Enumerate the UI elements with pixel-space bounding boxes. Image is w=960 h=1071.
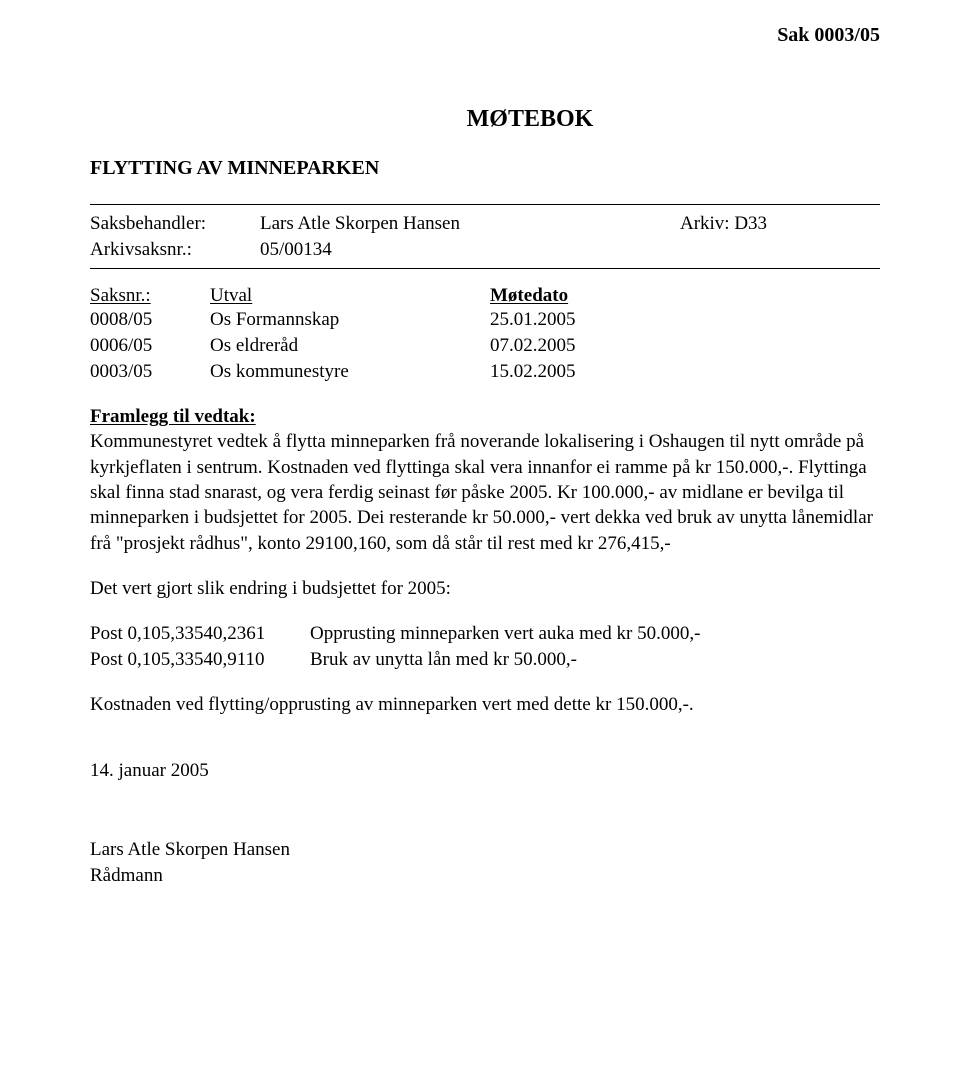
col-header-date: Møtedato — [490, 285, 650, 307]
post-text: Opprusting minneparken vert auka med kr … — [310, 621, 700, 647]
paragraph-3: Det vert gjort slik endring i budsjettet… — [90, 576, 880, 601]
main-heading: FLYTTING AV MINNEPARKEN — [90, 157, 880, 180]
divider-top — [90, 204, 880, 205]
cell-date: 15.02.2005 — [490, 359, 650, 385]
signature-name: Lars Atle Skorpen Hansen — [90, 837, 880, 863]
post-label: Post 0,105,33540,2361 — [90, 621, 310, 647]
document-page: Sak 0003/05 MØTEBOK FLYTTING AV MINNEPAR… — [0, 0, 960, 1071]
paragraph-4: Kostnaden ved flytting/opprusting av min… — [90, 692, 880, 717]
post-row: Post 0,105,33540,2361 Opprusting minnepa… — [90, 621, 880, 647]
post-label: Post 0,105,33540,9110 — [90, 647, 310, 673]
arkiv-label: Arkiv: D33 — [680, 211, 767, 237]
post-text: Bruk av unytta lån med kr 50.000,- — [310, 647, 577, 673]
meta-row-saksbehandler: Saksbehandler: Lars Atle Skorpen Hansen … — [90, 211, 880, 237]
utval-table-header: Saksnr.: Utval Møtedato — [90, 285, 880, 307]
cell-utval: Os Formannskap — [210, 307, 490, 333]
col-header-saksnr: Saksnr.: — [90, 285, 210, 307]
cell-date: 07.02.2005 — [490, 333, 650, 359]
post-row: Post 0,105,33540,9110 Bruk av unytta lån… — [90, 647, 880, 673]
cell-utval: Os eldreråd — [210, 333, 490, 359]
signature-title: Rådmann — [90, 863, 880, 889]
signature-block: Lars Atle Skorpen Hansen Rådmann — [90, 837, 880, 888]
col-header-utval: Utval — [210, 285, 490, 307]
cell-date: 25.01.2005 — [490, 307, 650, 333]
case-number-top: Sak 0003/05 — [777, 24, 880, 47]
table-row: 0003/05 Os kommunestyre 15.02.2005 — [90, 359, 880, 385]
saksbehandler-label: Saksbehandler: — [90, 211, 260, 237]
arkivsaksnr-label: Arkivsaksnr.: — [90, 237, 260, 263]
arkivsaksnr-value: 05/00134 — [260, 237, 332, 263]
document-title: MØTEBOK — [180, 106, 880, 133]
cell-utval: Os kommunestyre — [210, 359, 490, 385]
cell-saksnr: 0006/05 — [90, 333, 210, 359]
table-row: 0008/05 Os Formannskap 25.01.2005 — [90, 307, 880, 333]
framlegg-heading: Framlegg til vedtak: — [90, 406, 256, 427]
cell-saksnr: 0008/05 — [90, 307, 210, 333]
divider-bottom — [90, 268, 880, 269]
saksbehandler-value: Lars Atle Skorpen Hansen — [260, 211, 460, 237]
meta-row-arkivsaksnr: Arkivsaksnr.: 05/00134 — [90, 237, 880, 263]
cell-saksnr: 0003/05 — [90, 359, 210, 385]
table-row: 0006/05 Os eldreråd 07.02.2005 — [90, 333, 880, 359]
date-line: 14. januar 2005 — [90, 758, 880, 783]
body-content: Framlegg til vedtak: Kommunestyret vedte… — [90, 404, 880, 783]
